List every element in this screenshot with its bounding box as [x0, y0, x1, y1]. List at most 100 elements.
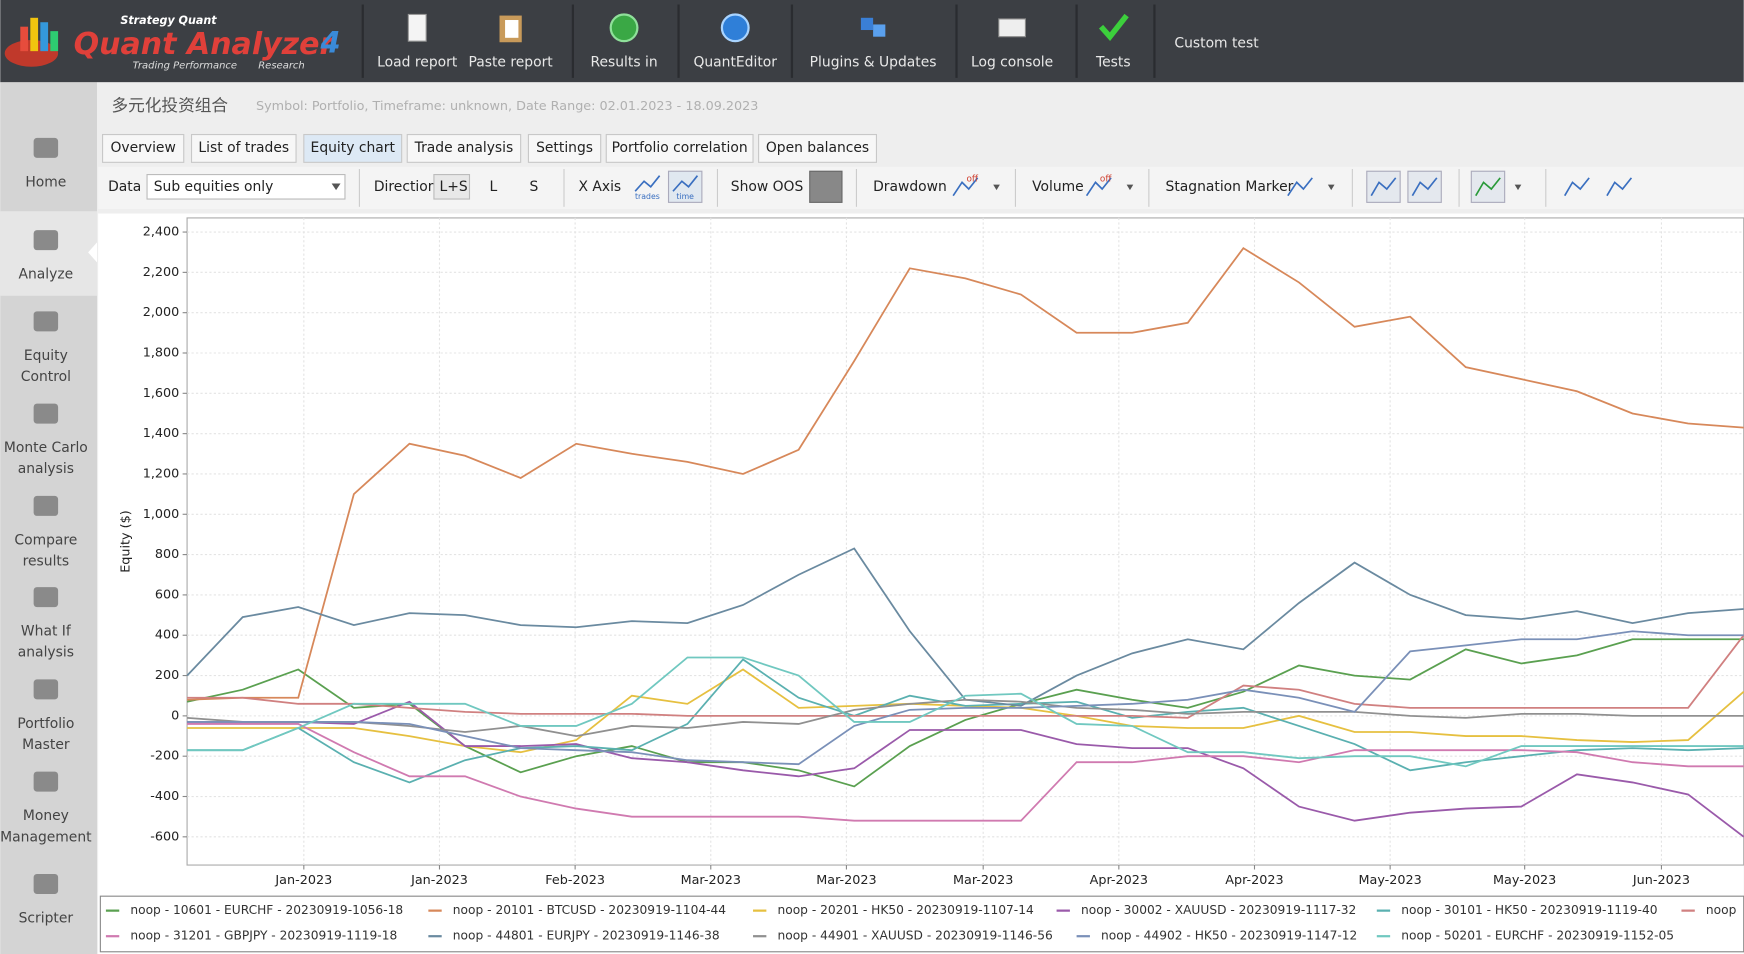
tab-label[interactable]: Equity chart [311, 140, 396, 156]
y-tick-label: 1,200 [143, 466, 180, 481]
tab[interactable] [605, 133, 754, 163]
show-oos-label: Show OOS [731, 179, 804, 195]
tab-label[interactable]: List of trades [198, 140, 289, 156]
y-tick-label: -400 [150, 789, 179, 804]
logo-tagline: Trading Performance [133, 61, 237, 72]
view-icon [1370, 177, 1397, 197]
sidebar-item[interactable]: Monte Carlo [4, 440, 88, 456]
icon-globe [720, 13, 750, 43]
sidebar-item[interactable]: Home [25, 174, 66, 190]
tab[interactable] [406, 133, 522, 163]
toolbar-button[interactable]: Results in [590, 54, 657, 70]
sidebar-item[interactable]: results [23, 554, 69, 570]
y-tick-label: 2,000 [143, 305, 180, 320]
dropdown-arrow[interactable] [993, 184, 1000, 191]
sidebar-item[interactable]: Analyze [19, 267, 74, 283]
tab[interactable] [527, 133, 602, 163]
toolbar-button[interactable]: Paste report [469, 54, 554, 70]
icon-log [998, 18, 1026, 38]
dropdown-arrow[interactable] [1126, 184, 1134, 191]
legend-entry: noop - 20101 - BTCUSD - 20230919-1104-44 [453, 903, 727, 917]
portfolio-title: 多元化投资组合 [111, 96, 228, 115]
tab[interactable] [102, 133, 185, 163]
y-tick-label: -200 [150, 749, 179, 764]
y-tick-label: 2,400 [143, 225, 180, 240]
sidebar-item[interactable]: Scripter [19, 910, 74, 926]
tab[interactable] [758, 133, 878, 163]
show-oos-toggle[interactable] [809, 170, 843, 203]
drawdown-label: Drawdown [873, 179, 947, 195]
portfolio-subtitle: Symbol: Portfolio, Timeframe: unknown, D… [256, 99, 758, 114]
x-tick-label: Jan-2023 [410, 873, 468, 888]
custom-test[interactable]: Custom test [1174, 35, 1259, 51]
legend [99, 895, 1744, 953]
direction-toggle[interactable] [433, 174, 471, 200]
view-icon [1411, 177, 1438, 197]
y-tick-label: 800 [155, 547, 179, 562]
tab[interactable] [190, 133, 297, 163]
toolbar-button[interactable]: QuantEditor [693, 54, 777, 70]
sidebar-icon [33, 311, 59, 332]
volume-label: Volume [1032, 179, 1084, 195]
tab-label[interactable]: Portfolio correlation [612, 140, 748, 156]
sidebar-notch [88, 242, 98, 263]
toolbar-button[interactable]: Plugins & Updates [810, 54, 937, 70]
logo: Strategy Quant Quant Analyzer 4 Trading … [4, 14, 341, 72]
x-axis-icon [672, 175, 699, 192]
data-select[interactable] [146, 174, 346, 200]
toolbar-button[interactable]: Tests [1095, 54, 1131, 70]
sidebar-item[interactable]: Management [0, 829, 92, 845]
sidebar-item[interactable]: Master [22, 737, 70, 753]
sidebar-item[interactable]: Control [21, 369, 71, 385]
direction-label: Direction [374, 179, 437, 195]
sidebar-icon [33, 679, 59, 700]
y-tick-label: 400 [155, 628, 179, 643]
dropdown-arrow[interactable] [1327, 184, 1335, 191]
select-arrow [331, 183, 341, 191]
tab-label[interactable]: Overview [110, 140, 175, 156]
sidebar-item[interactable]: Portfolio [17, 716, 74, 732]
sidebar-item[interactable]: analysis [18, 645, 74, 661]
dropdown-arrow[interactable] [1514, 184, 1522, 191]
toolbar-button[interactable]: Load report [377, 54, 458, 70]
sidebar-icon [33, 230, 59, 251]
equity-line [187, 698, 1744, 737]
tab[interactable] [303, 133, 403, 163]
logo-bar [30, 17, 39, 52]
legend-entry: noop - 31201 - GBPJPY - 20230919-1119-18 [130, 929, 397, 943]
legend-entry: noop - 10601 - EURCHF - 20230919-1056-18 [130, 903, 403, 917]
legend-entry: noop - 44901 - XAUUSD - 20230919-1146-56 [777, 929, 1052, 943]
sidebar-item[interactable]: analysis [18, 461, 74, 477]
option-icon-off: off [1100, 175, 1112, 185]
tab-label[interactable]: Trade analysis [414, 140, 514, 156]
sidebar-item[interactable]: Compare [14, 532, 77, 548]
tab-label[interactable]: Open balances [766, 140, 869, 156]
equity-chart: -600 -400 -200 0 200 400 600 800 1,000 1,200 1,400… [99, 217, 1744, 953]
tab-label[interactable]: Settings [536, 140, 593, 156]
equity-line [187, 634, 1744, 719]
y-tick-label: 1,400 [143, 426, 180, 441]
x-tick-label: Apr-2023 [1225, 873, 1283, 888]
logo-version: 4 [320, 25, 341, 59]
toolbar-button[interactable]: Log console [971, 54, 1053, 70]
sidebar-item[interactable]: Money [23, 808, 69, 824]
legend-entry: noop - 50201 - EURCHF - 20230919-1152-05 [1401, 929, 1674, 943]
sidebar-item[interactable]: What If [21, 624, 72, 640]
option-icon[interactable] [1287, 177, 1313, 197]
y-tick-label: 200 [155, 668, 179, 683]
x-tick-label: Apr-2023 [1090, 873, 1148, 888]
option-icon[interactable] [952, 177, 979, 197]
x-axis-icon-text: time [676, 192, 694, 201]
logo-bar [50, 31, 59, 52]
y-tick-label: 2,200 [143, 265, 180, 280]
legend-entry: noop - 44801 - EURJPY - 20230919-1146-38 [453, 929, 720, 943]
direction-option: S [530, 179, 539, 195]
logo-title: Quant Analyzer [74, 27, 337, 62]
equity-line [187, 656, 1744, 768]
option-icon[interactable] [1085, 177, 1112, 197]
x-tick-label: Jun-2023 [1632, 873, 1690, 888]
icon-results [609, 13, 639, 43]
y-tick-label: 0 [171, 708, 179, 723]
sidebar-item[interactable]: Equity [24, 348, 68, 364]
